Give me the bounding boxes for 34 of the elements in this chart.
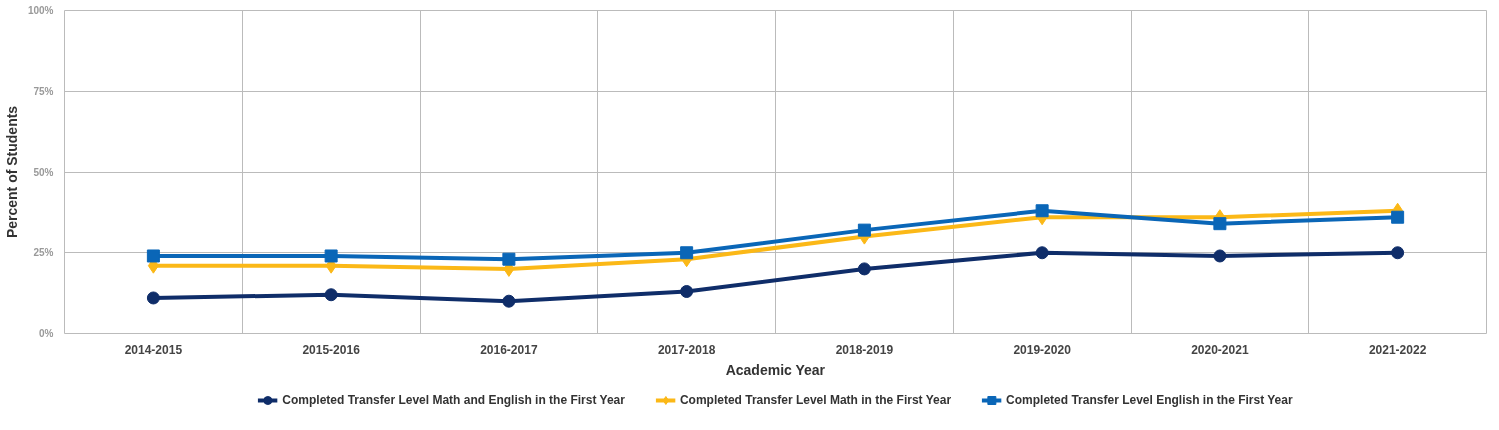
x-tick-label: 2017-2018 xyxy=(657,342,716,357)
y-tick-label: 75% xyxy=(33,85,54,97)
x-tick-label: 2014-2015 xyxy=(124,342,183,357)
x-tick-label: 2021-2022 xyxy=(1368,342,1427,357)
point xyxy=(857,262,871,276)
x-tick-label: 2018-2019 xyxy=(835,342,894,357)
point xyxy=(502,252,516,266)
y-tick-label: 0% xyxy=(39,328,54,339)
point xyxy=(502,294,516,308)
point xyxy=(146,249,160,263)
point xyxy=(680,285,694,298)
x-axis-title: Academic Year xyxy=(725,361,826,378)
x-tick-label: 2019-2020 xyxy=(1013,342,1072,357)
point xyxy=(680,246,694,260)
legend-label: Completed Transfer Level Math in the First Year xyxy=(679,393,952,407)
legend-label: Completed Transfer Level English in the First Year xyxy=(1006,393,1293,407)
x-tick-label: 2016-2017 xyxy=(480,342,538,357)
y-axis-title: Percent of Students xyxy=(3,105,20,239)
point xyxy=(324,249,338,263)
y-tick-label: 100% xyxy=(27,5,54,16)
x-tick-label: 2020-2021 xyxy=(1191,342,1249,357)
point xyxy=(1213,249,1227,263)
point xyxy=(146,291,160,305)
point xyxy=(1035,204,1049,218)
x-tick-label: 2015-2016 xyxy=(302,342,361,357)
point xyxy=(1391,210,1405,224)
y-tick-label: 25% xyxy=(33,247,54,259)
point xyxy=(1035,246,1049,260)
point xyxy=(857,223,871,237)
point xyxy=(1213,217,1227,231)
point xyxy=(324,288,338,302)
y-tick-label: 50% xyxy=(33,166,54,178)
legend-label: Completed Transfer Level Math and English in the First Year xyxy=(282,393,625,407)
point xyxy=(1391,246,1405,260)
